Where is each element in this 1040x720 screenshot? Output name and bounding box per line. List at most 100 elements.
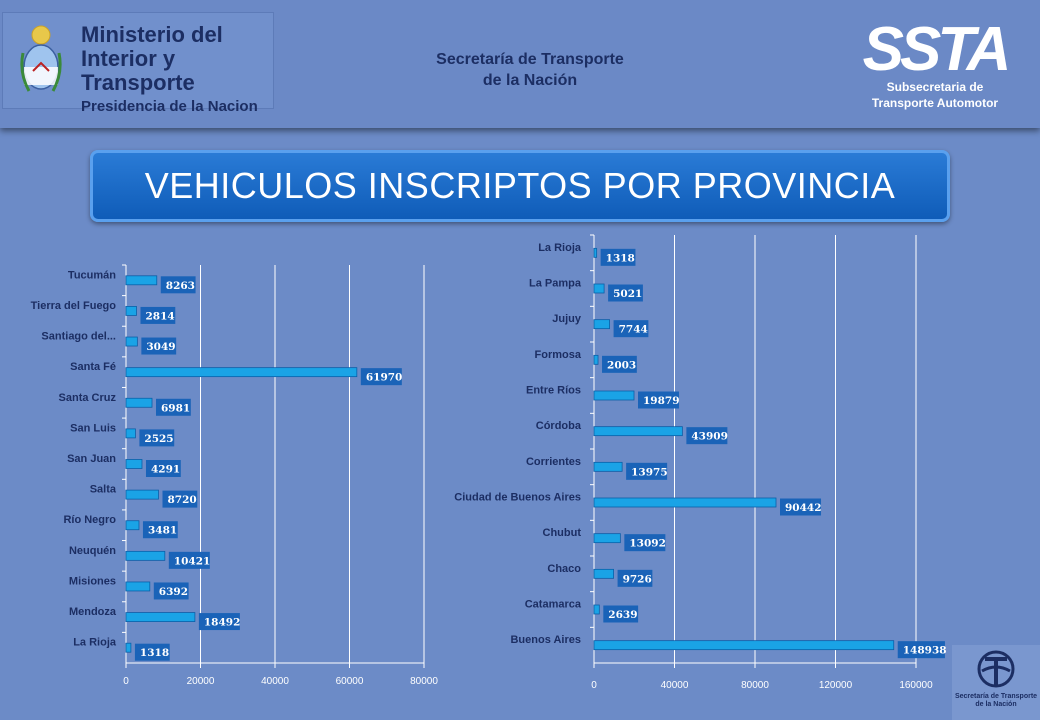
chart-1: 0 20000 40000 60000 80000 Tucumán 8263 Tierra d… [31,264,438,687]
chart-2: 0 40000 80000 120000 160000 La Rioja 1318 La Pa… [454,234,947,691]
category-label: La Rioja [538,242,582,254]
value-label-box [626,462,668,480]
footer-line-2: de la Nación [975,701,1017,709]
category-label: Misiones [69,575,116,587]
ministry-line-2: Interior y Transporte [81,46,195,96]
x-tick-label: 80000 [741,680,769,691]
value-label: 148938 [903,645,947,657]
bar [593,247,598,258]
secretaria-line-1: Secretaría de Transporte [436,51,624,68]
category-label: Chubut [543,527,582,539]
bar [125,612,196,622]
value-label-box [360,368,402,386]
bar [125,306,137,316]
footer-logo-text: Secretaría de Transporte de la Nación [954,693,1038,710]
bar [125,275,158,286]
header-bar: Ministerio del Interior y Transporte Pre… [0,0,1040,128]
category-label: Neuquén [69,545,116,557]
bar [125,459,143,469]
value-label-box [145,460,181,477]
x-tick-label: 40000 [261,676,289,687]
category-label: Santiago del... [41,331,116,343]
national-coat-of-arms-icon [20,25,62,92]
value-label: 7744 [619,324,648,336]
bar [593,640,895,651]
ssta-logo: SSTA [863,16,1012,76]
secretaria-line-2: de la Nación [482,71,578,89]
value-label-box [602,355,637,373]
category-label: Jujuy [552,313,582,325]
value-label-box [603,605,639,623]
category-label: Santa Cruz [59,392,117,404]
bar [593,533,621,544]
footer-logo: Secretaría de Transporte de la Nación [952,645,1040,720]
category-label: San Juan [67,453,116,465]
bar [125,581,151,592]
value-label: 10421 [174,555,211,567]
bar [125,550,166,561]
category-label: Mendoza [69,606,117,618]
bar [593,319,610,330]
value-label: 8263 [166,280,195,292]
value-label: 6981 [161,402,190,414]
value-label: 3049 [146,341,175,353]
footer-line-1: Secretaría de Transporte [954,693,1038,700]
value-label-box [162,490,198,508]
value-label-box [600,248,636,266]
ssta-sub-line-2: Transporte Automotor [871,95,999,110]
value-label: 18492 [204,617,241,629]
value-label: 90442 [785,502,822,514]
bar [593,461,623,472]
value-label-box [897,641,945,659]
ministry-name: Ministerio del Interior y Transporte Pre… [81,22,273,115]
category-label: Corrientes [526,456,581,468]
ssta-logo-text: SSTA [863,16,1008,76]
x-tick-label: 40000 [661,680,689,691]
value-label: 1318 [606,252,635,264]
x-tick-label: 60000 [336,676,364,687]
value-label-box [638,391,680,409]
category-label: Tierra del Fuego [31,300,117,312]
bar [125,367,358,378]
x-tick-label: 160000 [899,680,933,691]
ssta-sub-line-1: Subsecretaria de [886,80,984,94]
transport-emblem-icon [977,650,1015,688]
category-label: La Rioja [73,637,117,649]
value-label-box [608,284,643,302]
bar [593,497,777,508]
value-label-box [156,398,191,416]
category-label: Tucumán [68,269,116,281]
x-tick-label: 120000 [819,680,853,691]
value-label: 43909 [691,431,728,443]
value-label: 13975 [631,466,668,478]
ministry-line-3: Presidencia de la Nacion [81,97,258,115]
value-label: 1318 [140,647,169,659]
value-label: 19879 [643,395,680,407]
bar [125,642,132,653]
value-label-box [686,427,728,445]
category-label: San Luis [70,422,116,434]
category-label: Ciudad de Buenos Aires [454,492,581,504]
category-label: Salta [90,484,117,496]
value-label: 61970 [366,372,403,384]
value-label: 2525 [144,433,173,445]
secretaria-heading: Secretaría de Transporte de la Nación [400,50,660,92]
x-tick-label: 0 [591,680,597,691]
bar [593,604,600,615]
x-tick-label: 20000 [187,676,215,687]
category-label: Río Negro [63,514,116,526]
x-tick-label: 0 [123,676,129,687]
value-label-box [168,551,210,569]
value-label-box [198,613,240,631]
value-label-box [142,521,178,539]
value-label-box [139,429,175,447]
category-label: La Pampa [529,278,582,290]
title-banner: VEHICULOS INSCRIPTOS POR PROVINCIA [90,150,950,222]
value-label-box [617,569,653,587]
page-title: VEHICULOS INSCRIPTOS POR PROVINCIA [144,165,896,206]
category-label: Entre Ríos [526,385,581,397]
value-label-box [624,534,666,552]
value-label-box [160,276,196,294]
ministry-line-1: Ministerio del [81,22,223,47]
bar [125,520,140,531]
